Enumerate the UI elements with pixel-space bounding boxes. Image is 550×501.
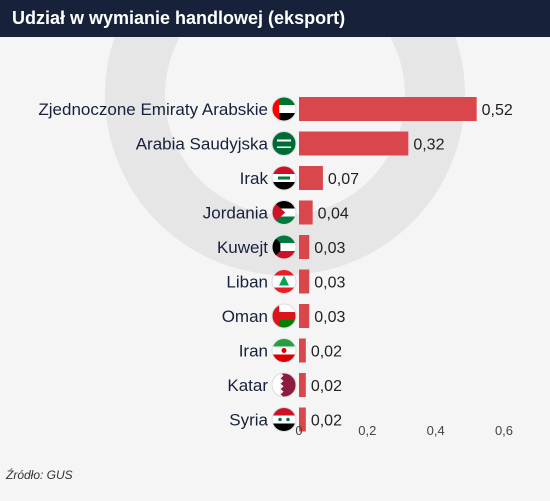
x-tick-label: 0,4 [427, 423, 445, 438]
value-label: 0,03 [314, 309, 345, 326]
bar [299, 131, 409, 156]
category-label: Zjednoczone Emiraty Arabskie [38, 100, 268, 119]
value-label: 0,02 [311, 413, 342, 430]
saudi-arabia-flag-icon [271, 131, 297, 156]
iraq-flag-icon [271, 165, 297, 191]
x-tick-label: 0,6 [495, 423, 513, 438]
category-label: Syria [229, 411, 268, 430]
value-label: 0,02 [311, 344, 342, 361]
value-label: 0,52 [482, 102, 513, 119]
value-label: 0,02 [311, 378, 342, 395]
iran-flag-icon [271, 338, 297, 363]
value-label: 0,32 [413, 137, 444, 154]
category-label: Arabia Saudyjska [136, 135, 269, 154]
x-tick-label: 0,2 [358, 423, 376, 438]
bar [299, 304, 310, 328]
category-label: Liban [226, 273, 268, 292]
qatar-flag-icon [271, 372, 297, 398]
bar [299, 166, 323, 190]
oman-flag-icon [271, 303, 297, 329]
uae-flag-icon [271, 96, 297, 122]
title-bar: Udział w wymianie handlowej (eksport) [0, 0, 550, 37]
category-label: Irak [240, 169, 269, 188]
value-label: 0,07 [328, 171, 359, 188]
value-label: 0,03 [314, 240, 345, 257]
bar [299, 338, 306, 363]
value-label: 0,04 [318, 206, 349, 223]
lebanon-flag-icon [271, 269, 297, 294]
bar [299, 97, 477, 121]
syria-flag-icon [271, 407, 297, 432]
category-label: Oman [222, 307, 268, 326]
kuwait-flag-icon [271, 234, 297, 260]
value-label: 0,03 [314, 275, 345, 292]
category-label: Kuwejt [217, 238, 268, 257]
bar-chart: Zjednoczone Emiraty Arabskie 0,52 Arabia S… [38, 96, 513, 438]
category-label: Jordania [203, 204, 269, 223]
jordan-flag-icon [271, 200, 297, 225]
category-label: Katar [227, 376, 268, 395]
chart-title: Udział w wymianie handlowej (eksport) [12, 8, 346, 28]
bar [299, 200, 313, 225]
bar [299, 269, 310, 294]
source-note: Źródło: GUS [6, 468, 73, 482]
bar [299, 235, 310, 259]
bar [299, 407, 306, 432]
category-label: Iran [239, 342, 268, 361]
bar [299, 373, 306, 397]
x-tick-label: 0 [295, 423, 302, 438]
